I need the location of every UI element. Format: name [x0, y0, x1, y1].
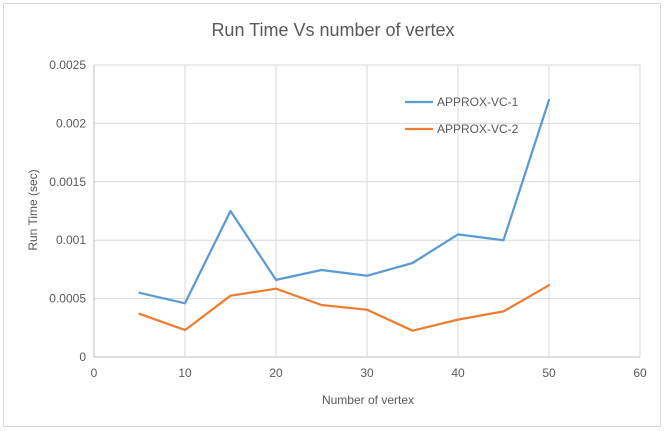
y-tick-label: 0.0015 — [49, 175, 86, 189]
x-tick-label: 60 — [633, 366, 647, 380]
y-tick-label: 0.0005 — [49, 292, 86, 306]
legend-label-approx-vc-1: APPROX-VC-1 — [437, 95, 519, 109]
chart-title: Run Time Vs number of vertex — [211, 20, 454, 40]
legend-label-approx-vc-2: APPROX-VC-2 — [437, 122, 519, 136]
x-tick-label: 10 — [178, 366, 192, 380]
x-tick-labels: 0 10 20 30 40 50 60 — [91, 366, 647, 380]
y-tick-label: 0.002 — [56, 116, 86, 130]
axes — [93, 65, 640, 358]
gridlines — [94, 64, 641, 357]
series-lines — [138, 98, 551, 332]
legend: APPROX-VC-1 APPROX-VC-2 — [405, 95, 519, 136]
y-tick-label: 0 — [79, 350, 86, 364]
x-tick-label: 20 — [269, 366, 283, 380]
x-tick-label: 50 — [542, 366, 556, 380]
x-tick-label: 40 — [451, 366, 465, 380]
x-tick-label: 0 — [91, 366, 98, 380]
series-line-approx-vc-1 — [138, 98, 551, 305]
series-line-approx-vc-2 — [138, 284, 551, 332]
y-tick-label: 0.001 — [56, 233, 86, 247]
x-tick-label: 30 — [360, 366, 374, 380]
x-axis-label: Number of vertex — [322, 393, 414, 407]
chart-frame — [3, 3, 661, 427]
y-tick-label: 0.0025 — [49, 58, 86, 72]
y-axis-label: Run Time (sec) — [26, 169, 40, 250]
y-tick-labels: 0 0.0005 0.001 0.0015 0.002 0.0025 — [49, 58, 86, 364]
